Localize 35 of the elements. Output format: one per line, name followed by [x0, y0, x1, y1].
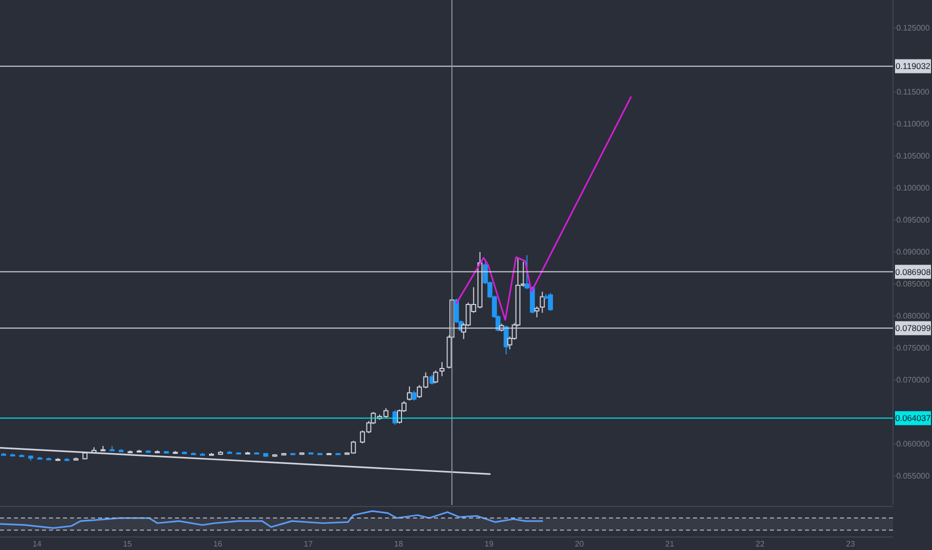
y-tick-label: 0.115000	[896, 88, 930, 97]
candlestick	[411, 390, 416, 401]
ref-line-label: 0.064037	[895, 413, 931, 424]
x-tick-label: 17	[304, 540, 314, 548]
y-tick-label: 0.080000	[896, 312, 930, 321]
x-tick-label: 18	[394, 540, 404, 548]
y-tick-label: 0.085000	[896, 280, 930, 289]
x-tick-label: 14	[32, 540, 42, 548]
candlestick	[534, 306, 540, 318]
y-tick-label: 0.095000	[896, 216, 930, 225]
y-tick-label: 0.055000	[896, 472, 930, 481]
ref-line-label: 0.078099	[895, 323, 931, 334]
y-tick-label: 0.075000	[896, 344, 930, 353]
candlestick	[540, 291, 545, 314]
ref-line-label: 0.119032	[896, 61, 931, 72]
line-series	[456, 96, 632, 321]
y-tick-label: 0.110000	[896, 120, 930, 129]
candlestick	[439, 362, 444, 377]
y-tick-label: 0.090000	[896, 248, 930, 257]
x-tick-label: 15	[122, 540, 132, 548]
x-tick-label: 16	[213, 540, 223, 548]
y-tick-label: 0.100000	[896, 184, 930, 193]
ref-line-label: 0.086908	[895, 266, 931, 277]
candlestick	[524, 254, 530, 290]
x-tick-label: 19	[484, 540, 494, 548]
y-tick-label: 0.060000	[896, 440, 930, 449]
candlestick	[433, 370, 438, 384]
candlestick	[548, 292, 553, 312]
x-tick-label: 23	[846, 540, 856, 548]
y-tick-label: 0.105000	[896, 152, 930, 161]
y-tick-label: 0.125000	[896, 24, 930, 33]
x-tick-label: 22	[756, 540, 766, 548]
x-tick-label: 20	[574, 540, 584, 548]
x-tick-label: 21	[665, 540, 675, 548]
y-tick-label: 0.070000	[896, 376, 930, 385]
